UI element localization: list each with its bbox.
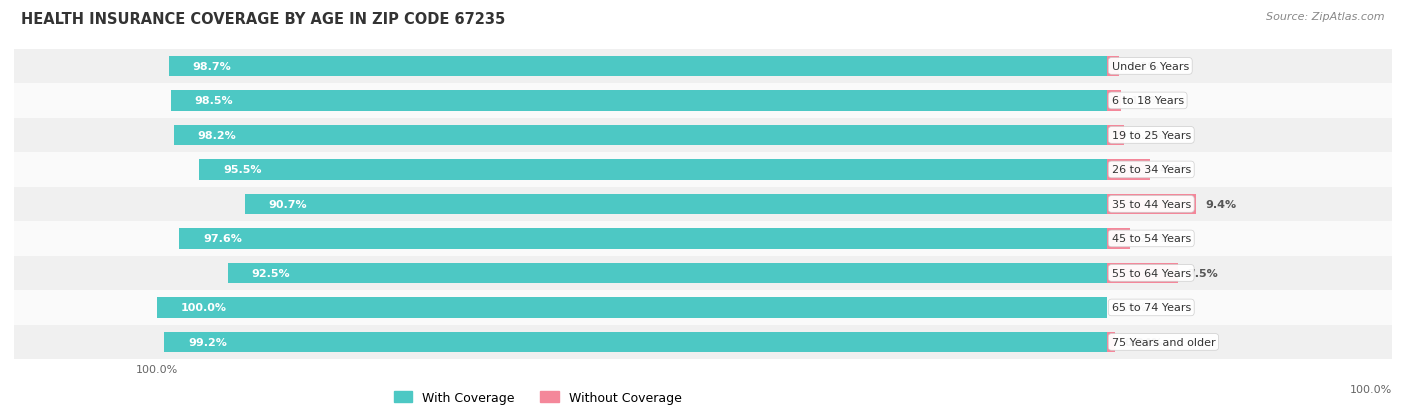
Bar [14,84,1392,119]
Text: Source: ZipAtlas.com: Source: ZipAtlas.com [1267,12,1385,22]
Bar [14,50,1392,84]
Text: 9.4%: 9.4% [1206,199,1237,209]
Bar [14,187,1392,222]
Text: 0.0%: 0.0% [1116,303,1147,313]
Bar [1107,91,1121,112]
Bar [174,125,1107,146]
Bar [14,290,1392,325]
Bar [14,153,1392,187]
Bar [14,222,1392,256]
Text: 1.3%: 1.3% [1129,62,1160,72]
Text: 92.5%: 92.5% [252,268,290,278]
Text: 55 to 64 Years: 55 to 64 Years [1112,268,1191,278]
Text: 1.5%: 1.5% [1130,96,1161,106]
Bar [14,325,1392,359]
Bar [1107,57,1119,77]
Bar [200,160,1107,180]
Text: 6 to 18 Years: 6 to 18 Years [1112,96,1184,106]
Legend: With Coverage, Without Coverage: With Coverage, Without Coverage [388,386,686,409]
Bar [1107,194,1197,215]
Bar [228,263,1107,284]
Bar [180,228,1107,249]
Bar [156,297,1107,318]
Bar [1107,263,1178,284]
Text: 95.5%: 95.5% [224,165,262,175]
Text: 99.2%: 99.2% [188,337,226,347]
Bar [245,194,1107,215]
Bar [1107,332,1115,352]
Text: 0.84%: 0.84% [1125,337,1163,347]
Text: Under 6 Years: Under 6 Years [1112,62,1189,72]
Text: HEALTH INSURANCE COVERAGE BY AGE IN ZIP CODE 67235: HEALTH INSURANCE COVERAGE BY AGE IN ZIP … [21,12,505,27]
Text: 100.0%: 100.0% [180,303,226,313]
Bar [1107,125,1123,146]
Text: 65 to 74 Years: 65 to 74 Years [1112,303,1191,313]
Text: 100.0%: 100.0% [1350,384,1392,394]
Text: 98.5%: 98.5% [194,96,233,106]
Bar [14,256,1392,290]
Bar [1107,228,1129,249]
Text: 90.7%: 90.7% [269,199,308,209]
Text: 98.7%: 98.7% [193,62,232,72]
Text: 35 to 44 Years: 35 to 44 Years [1112,199,1191,209]
Bar [1107,160,1150,180]
Text: 45 to 54 Years: 45 to 54 Years [1112,234,1191,244]
Text: 19 to 25 Years: 19 to 25 Years [1112,131,1191,140]
Text: 4.5%: 4.5% [1159,165,1189,175]
Text: 26 to 34 Years: 26 to 34 Years [1112,165,1191,175]
Bar [14,119,1392,153]
Text: 98.2%: 98.2% [197,131,236,140]
Text: 75 Years and older: 75 Years and older [1112,337,1215,347]
Bar [165,332,1107,352]
Text: 7.5%: 7.5% [1188,268,1219,278]
Bar [172,91,1107,112]
Bar [169,57,1107,77]
Text: 97.6%: 97.6% [202,234,242,244]
Text: 1.8%: 1.8% [1133,131,1164,140]
Text: 2.4%: 2.4% [1139,234,1170,244]
